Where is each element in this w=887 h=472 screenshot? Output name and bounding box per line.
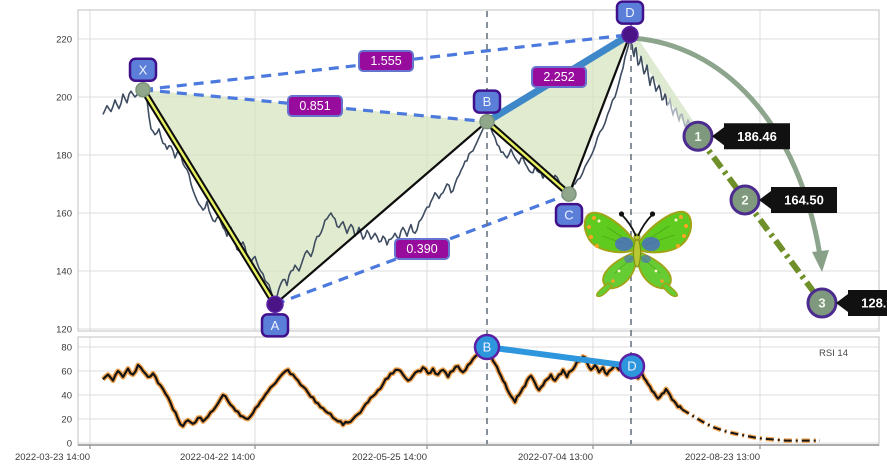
target-price-text: 128.96 [861,296,887,311]
fib-ratio-label[interactable] [394,238,450,260]
rsi-axis-tick: 60 [61,367,72,378]
fib-ratio-value: 1.555 [370,54,401,68]
rsi-point-letter: B [483,340,492,355]
pattern-point-label-D[interactable] [615,0,645,25]
target-markers: 1 186.46 2 164.50 3 128.96 [682,120,887,319]
target-number: 3 [818,296,825,311]
rsi-axis-tick: 0 [67,439,72,450]
price-axis-tick: 180 [56,151,72,162]
fib-ratio-value: 2.252 [543,70,574,84]
target-price-text: 186.46 [737,129,777,144]
time-axis-tick: 2022-07-04 13:00 [518,452,593,463]
ratio-labels: 1.555 0.851 2.252 0.390 [287,50,587,260]
time-axis-tick: 2022-05-25 14:00 [352,452,427,463]
pattern-point-markers [135,25,639,314]
target-number: 2 [741,192,748,207]
price-axis-tick: 200 [56,93,72,104]
rsi-axis-tick: 40 [61,391,72,402]
pattern-point-letter: C [564,208,573,223]
pattern-point-marker-C[interactable] [561,186,577,202]
butterfly-spots-light [597,218,678,273]
price-axis-tick: 160 [56,209,72,220]
fib-ratio-value: 0.390 [406,242,437,256]
butterfly-antenna-left [621,214,637,237]
target-price-text: 164.50 [784,192,824,207]
butterfly-blue-patch [642,237,660,251]
pattern-point-letter: A [271,318,280,333]
pattern-point-label-X[interactable] [128,57,158,82]
butterfly-tail-left [595,282,614,298]
time-axis-tick: 2022-03-23 14:00 [15,452,90,463]
pattern-point-labels: X A B C D [128,0,645,338]
pattern-point-letter: B [483,94,492,109]
rsi-point-marker-B[interactable] [473,333,501,361]
rsi-point-marker-D[interactable] [618,352,646,380]
pattern-point-label-A[interactable] [260,313,290,338]
rsi-axis-tick: 80 [61,343,72,354]
rsi-indicator-label: RSI 14 [819,348,848,359]
price-axis-tick: 120 [56,325,72,336]
pattern-point-label-B[interactable] [472,89,502,114]
price-axis-tick: 220 [56,35,72,46]
gridlines [77,9,880,449]
time-axis-tick: 2022-04-22 14:00 [180,452,255,463]
butterfly-tail-right [660,282,679,298]
time-axis-tick: 2022-08-23 13:00 [685,452,760,463]
pattern-leg-lines [140,34,632,307]
target-dashdot-line [695,134,825,305]
pattern-point-marker-B[interactable] [479,113,495,130]
butterfly-blue-patch [615,237,633,251]
pattern-point-marker-A[interactable] [266,295,284,314]
target-price-flag[interactable] [759,186,837,213]
target-price-flag[interactable] [712,123,790,150]
pattern-point-marker-X[interactable] [135,82,151,98]
pattern-point-marker-D[interactable] [621,25,639,44]
rsi-point-letter: D [627,359,636,374]
butterfly-antenna-tip [649,211,656,217]
pattern-point-label-C[interactable] [554,202,584,228]
rsi-pane-content: BD [101,333,820,443]
pattern-fill-areas [143,34,630,305]
butterfly-image [583,210,692,298]
target-price-flag[interactable] [836,290,887,317]
butterfly-blue-patch [624,255,634,263]
fib-ratio-label[interactable] [287,95,343,117]
price-axis-tick: 140 [56,267,72,278]
fib-ratio-value: 0.851 [299,99,330,113]
butterfly-body [633,238,641,268]
butterfly-blue-patch [641,255,651,263]
rsi-axis-tick: 20 [61,415,72,426]
pattern-point-letter: X [139,62,148,77]
target-number: 1 [694,129,701,144]
price-series-line [102,35,693,301]
pale-projection-band [625,30,703,141]
butterfly-spots [586,214,689,283]
pattern-point-letter: D [625,5,634,20]
fib-ratio-label[interactable] [358,50,414,72]
butterfly-antenna-tip [618,211,625,217]
butterfly-antenna-right [637,214,653,237]
fib-ratio-label[interactable] [531,66,587,88]
